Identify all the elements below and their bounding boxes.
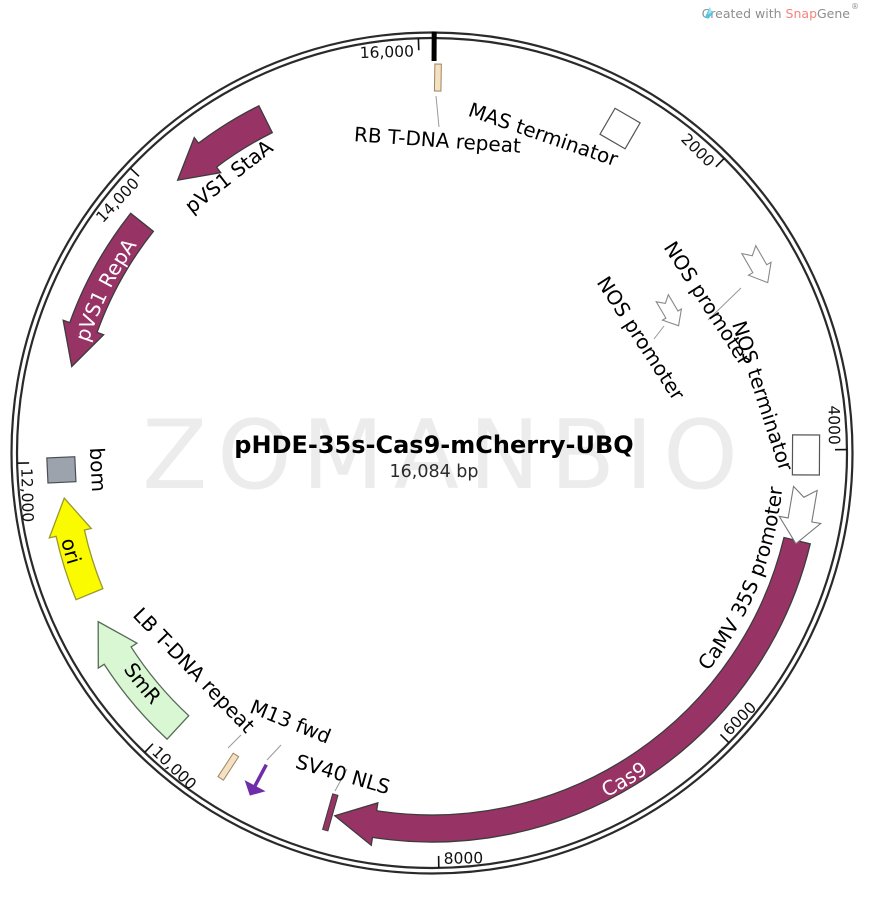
feature-ori: [48, 496, 104, 601]
connector-nos-promoter-2: [653, 325, 665, 340]
watermark-text: ZOMANBIO: [142, 401, 748, 511]
feature-sv40-nls: [321, 793, 339, 832]
feature-lb-t-dna-repeat: [217, 752, 240, 781]
connector-sv40-nls: [334, 768, 348, 792]
tick-label-12000: 12,000: [17, 468, 36, 523]
feature-m13-fwd-shaft: [252, 763, 268, 789]
tick-6000: [719, 733, 730, 744]
snapgene-logo-icon: [704, 6, 715, 19]
feature-bom: [46, 456, 77, 484]
brand-snap: Snap: [785, 6, 817, 22]
feature-pvs1-staa: [176, 104, 274, 182]
tick-label-8000: 8000: [444, 849, 484, 868]
feature-camv-35s-promoter: [778, 485, 822, 545]
feature-nos-terminator: [791, 434, 821, 476]
feature-mas-terminator: [599, 107, 641, 150]
connector-nos-promoter-1: [707, 287, 742, 321]
feature-smr: [97, 620, 190, 741]
feature-nos-promoter-2: [655, 293, 683, 327]
plasmid-name: pHDE-35s-Cas9-mCherry-UBQ: [234, 431, 634, 459]
tick-2000: [715, 157, 725, 168]
label-m13-fwd: M13 fwd: [247, 694, 335, 748]
feature-m13-fwd-head: [244, 780, 266, 796]
tick-14000: [129, 167, 140, 177]
feature-rb-t-dna-repeat: [433, 63, 442, 92]
connector-m13-fwd: [266, 744, 282, 761]
created-with-credit: Created with SnapGene®: [701, 2, 859, 22]
tick-label-4000: 4000: [825, 405, 843, 445]
feature-nos-promoter-1: [740, 244, 772, 284]
tick-label-16000: 16,000: [359, 42, 414, 62]
tick-label-2000: 2000: [677, 130, 718, 171]
plasmid-title-block: pHDE-35s-Cas9-mCherry-UBQ 16,084 bp: [234, 431, 633, 482]
feature-pvs1-repa: [62, 212, 155, 368]
feature-m13-fwd: [244, 763, 268, 796]
feature-cas9: [333, 536, 812, 847]
tick-10000: [144, 743, 154, 753]
connector-lb-t-dna-repeat: [227, 734, 242, 749]
label-bom: bom: [85, 447, 111, 493]
connector-rb-t-dna-repeat: [435, 95, 440, 128]
registered-mark: ®: [851, 2, 859, 11]
credit-text: Created with: [701, 6, 782, 22]
label-sv40-nls: SV40 NLS: [293, 749, 393, 799]
brand-gene: Gene: [817, 6, 850, 22]
label-nos-promoter-2: NOS promoter: [592, 272, 690, 405]
plasmid-size: 16,084 bp: [389, 462, 479, 482]
